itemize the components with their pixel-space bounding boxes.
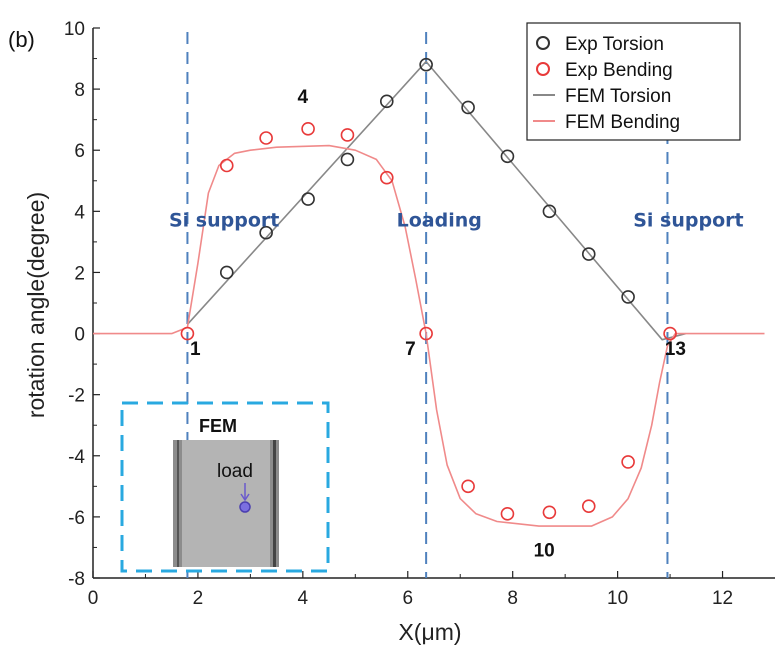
data-point bbox=[379, 94, 394, 109]
plot-area: 0 2 4 6 8 10 12 -8 -6 -4 -2 0 2 4 6 8 10 Si support Loadin… bbox=[64, 19, 775, 609]
data-point bbox=[219, 158, 234, 173]
legend-label: Exp Torsion bbox=[565, 34, 664, 55]
data-point bbox=[340, 152, 355, 167]
y-tick-label: 6 bbox=[74, 141, 85, 162]
y-tick-label: -4 bbox=[68, 447, 85, 468]
panel-label: (b) bbox=[8, 27, 35, 52]
x-tick-label: 4 bbox=[298, 588, 309, 609]
data-point bbox=[419, 57, 433, 72]
data-point bbox=[621, 290, 635, 304]
data-point bbox=[621, 455, 635, 469]
data-point bbox=[259, 131, 273, 145]
legend-label: FEM Torsion bbox=[565, 86, 671, 107]
y-tick-label: -8 bbox=[68, 569, 85, 590]
x-tick-label: 0 bbox=[88, 588, 99, 609]
data-point bbox=[500, 507, 515, 521]
inset-beam-right-line bbox=[273, 440, 276, 567]
legend: Exp Torsion Exp Bending FEM Torsion FEM Ben… bbox=[526, 22, 741, 141]
point-number-label: 10 bbox=[534, 541, 555, 562]
x-axis-label: X(μm) bbox=[398, 619, 461, 645]
data-point bbox=[259, 225, 273, 240]
inset-beam bbox=[173, 440, 279, 567]
region-label: Si support bbox=[169, 210, 279, 232]
data-point bbox=[419, 326, 433, 341]
inset-load-label: load bbox=[217, 461, 253, 482]
inset-beam-left-line bbox=[177, 440, 179, 567]
data-point bbox=[581, 247, 596, 261]
data-point bbox=[301, 192, 315, 206]
y-tick-label: 4 bbox=[74, 202, 85, 223]
region-label: Loading bbox=[397, 210, 482, 232]
data-point bbox=[581, 499, 596, 513]
y-tick-label: 0 bbox=[74, 325, 85, 346]
data-point bbox=[542, 505, 557, 520]
y-tick-label: 10 bbox=[64, 19, 85, 40]
y-tick-label: -6 bbox=[68, 508, 85, 529]
region-label: Si support bbox=[633, 210, 743, 232]
x-tick-label: 6 bbox=[402, 588, 413, 609]
data-point bbox=[542, 204, 557, 219]
data-point bbox=[461, 479, 475, 494]
data-point bbox=[180, 326, 195, 341]
legend-label: Exp Bending bbox=[565, 60, 673, 81]
legend-box bbox=[526, 22, 741, 141]
y-axis-label: rotation angle(degree) bbox=[23, 192, 49, 418]
load-point-marker bbox=[239, 501, 251, 513]
data-point bbox=[663, 326, 677, 341]
data-point bbox=[219, 265, 234, 280]
data-point bbox=[340, 128, 355, 142]
inset-title: FEM bbox=[199, 416, 237, 436]
data-point bbox=[379, 170, 394, 185]
x-tick-label: 8 bbox=[507, 588, 518, 609]
point-number-label: 1 bbox=[190, 339, 201, 360]
y-tick-label: -2 bbox=[68, 386, 85, 407]
y-tick-label: 8 bbox=[74, 80, 85, 101]
inset-frame bbox=[120, 401, 330, 573]
fem-inset: FEM load bbox=[120, 401, 330, 573]
x-tick-label: 2 bbox=[193, 588, 204, 609]
data-point bbox=[500, 149, 515, 164]
legend-marker bbox=[536, 36, 550, 50]
point-number-label: 4 bbox=[298, 87, 309, 108]
point-number-label: 7 bbox=[405, 339, 416, 360]
legend-label: FEM Bending bbox=[565, 112, 680, 133]
x-tick-label: 10 bbox=[607, 588, 628, 609]
x-tick-label: 12 bbox=[712, 588, 733, 609]
data-point bbox=[461, 100, 475, 115]
y-tick-label: 2 bbox=[74, 263, 85, 284]
legend-marker bbox=[536, 62, 550, 76]
load-arrowhead-icon bbox=[240, 493, 250, 502]
data-point bbox=[301, 122, 315, 136]
point-number-label: 13 bbox=[665, 339, 686, 360]
